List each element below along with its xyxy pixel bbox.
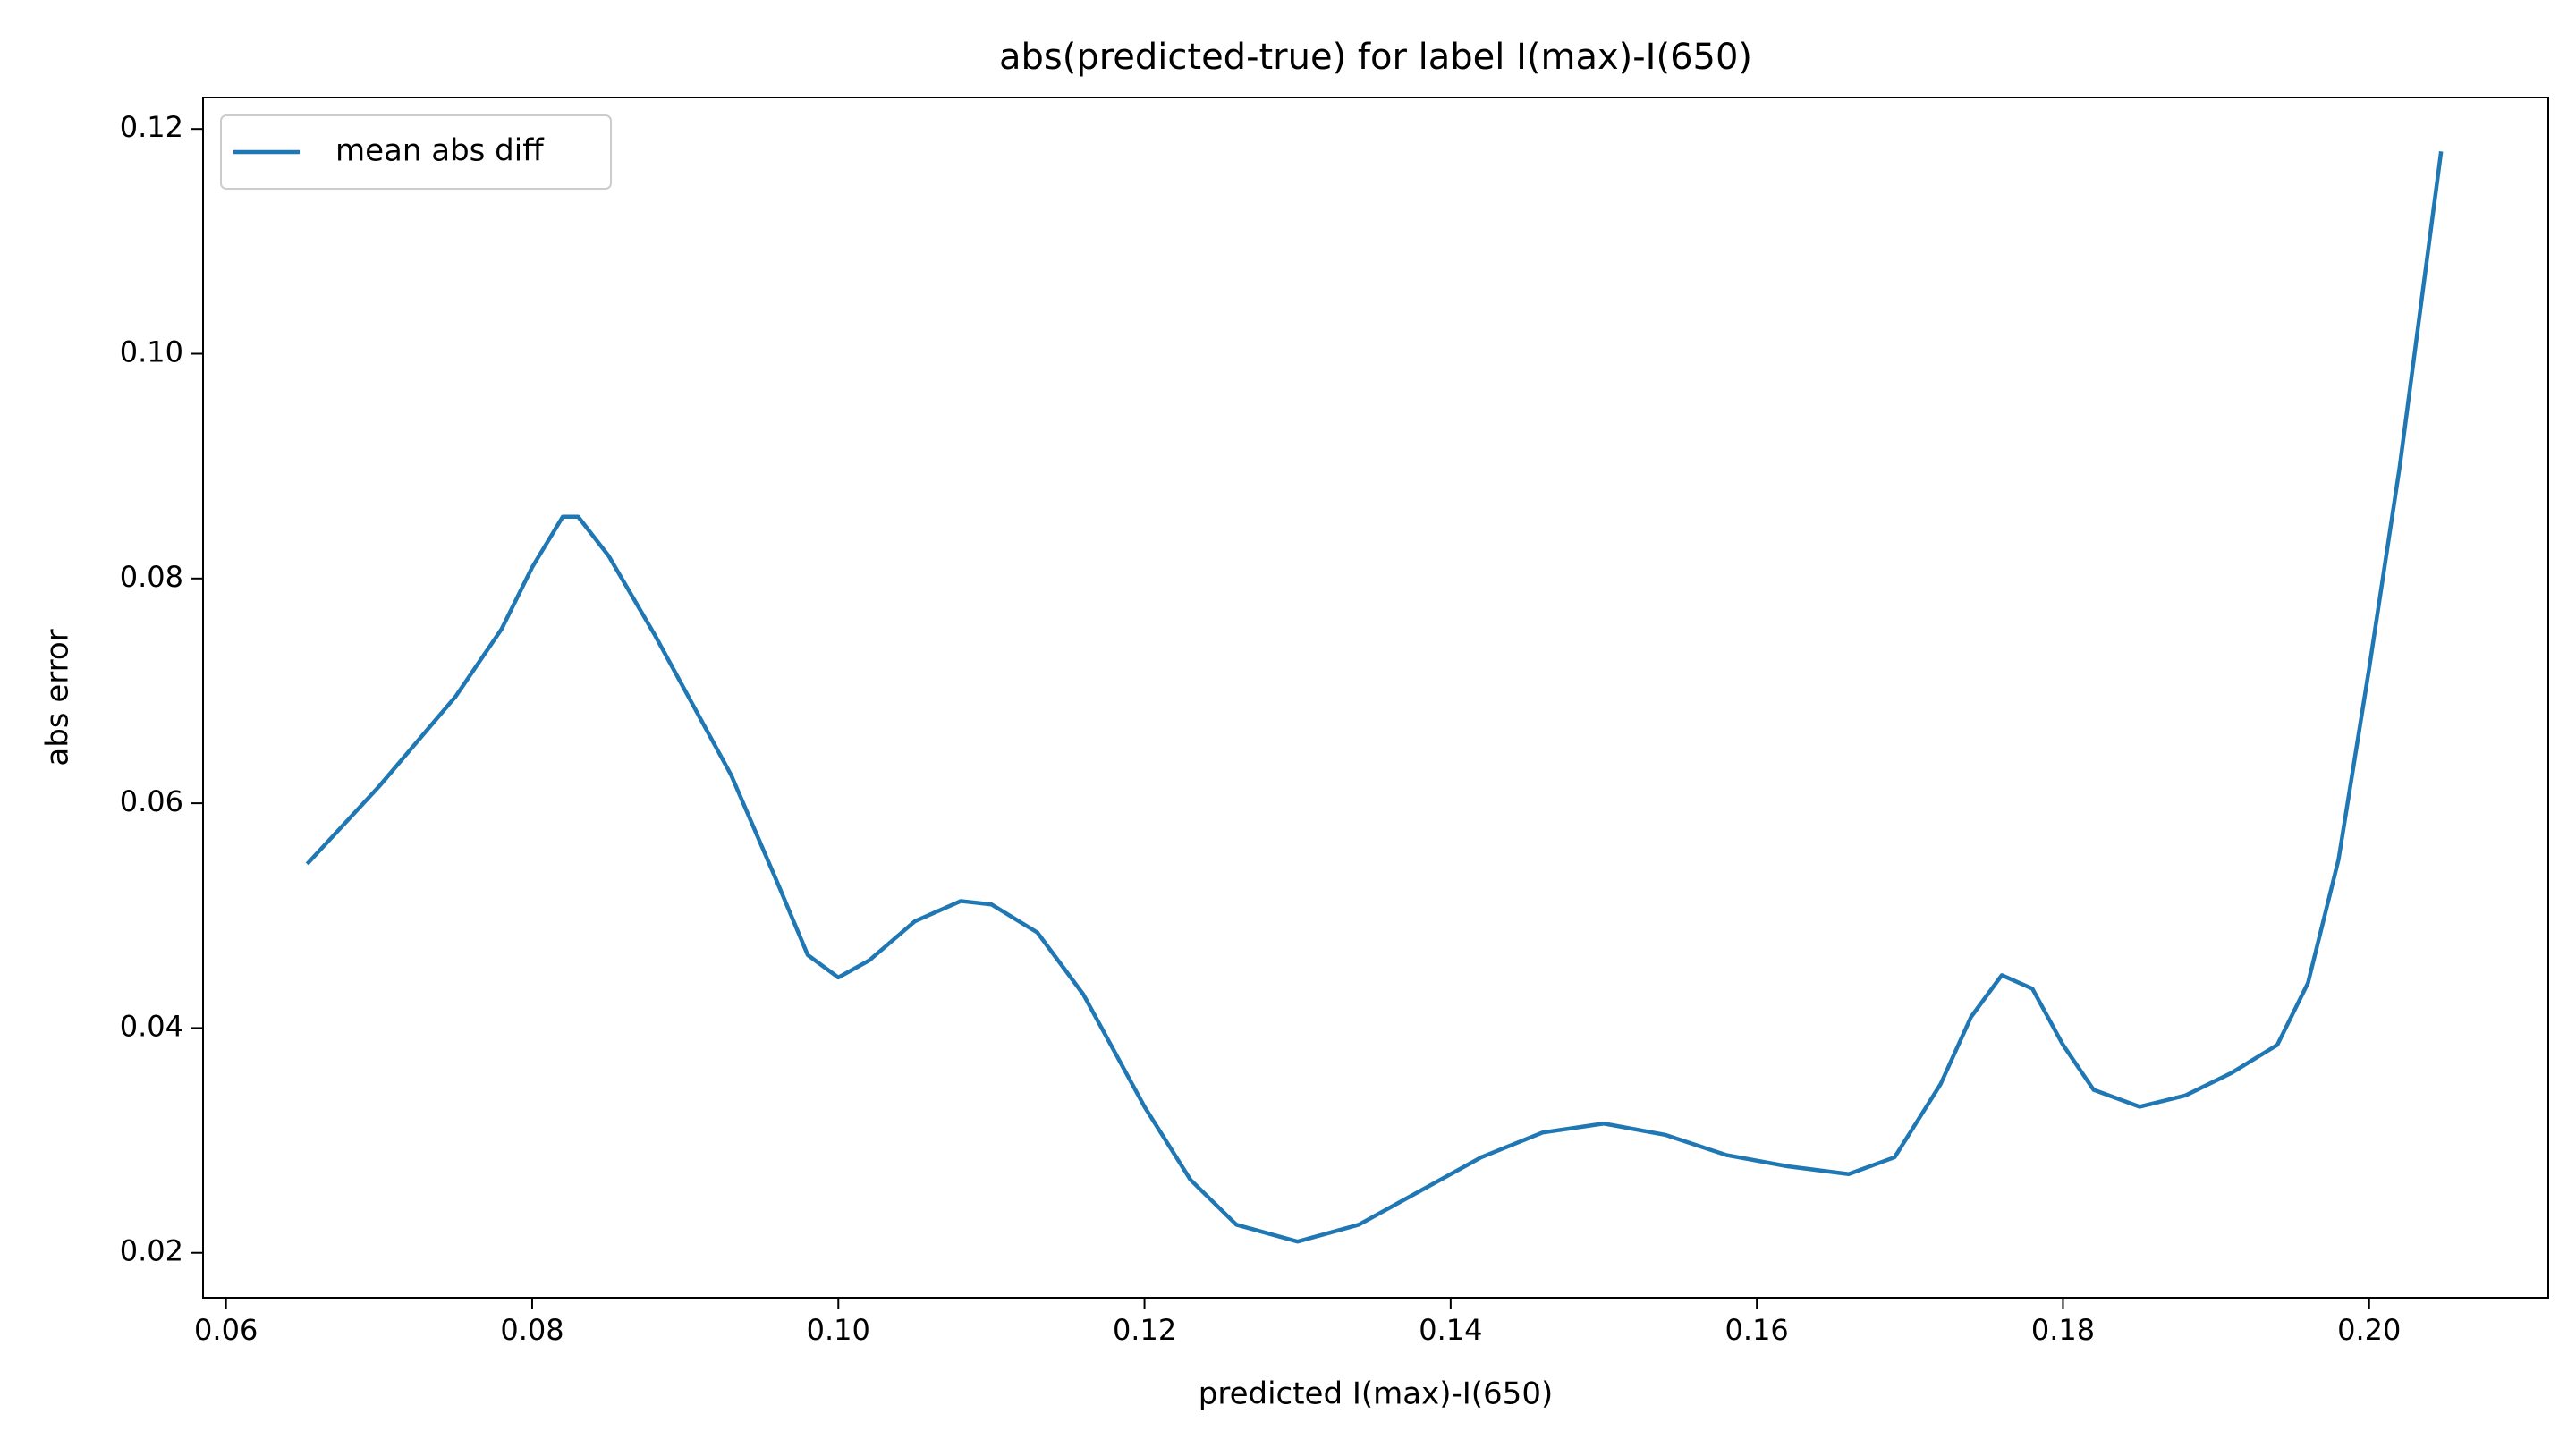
x-tick-label: 0.18 — [2031, 1313, 2095, 1347]
legend-box — [220, 114, 612, 190]
data-line — [305, 151, 2444, 1244]
x-tick-label: 0.16 — [1725, 1313, 1789, 1347]
plot-frame — [202, 97, 2549, 1299]
y-tick-label: 0.06 — [120, 784, 183, 818]
x-axis-label: predicted I(max)-I(650) — [1199, 1376, 1553, 1412]
y-tick-label: 0.02 — [120, 1234, 183, 1268]
x-tick-label: 0.14 — [1419, 1313, 1482, 1347]
x-tick-label: 0.20 — [2337, 1313, 2401, 1347]
x-tick-label: 0.06 — [194, 1313, 258, 1347]
x-tick-label: 0.10 — [807, 1313, 870, 1347]
y-tick-label: 0.12 — [120, 110, 183, 144]
y-axis-label: abs error — [40, 629, 76, 766]
y-tick-label: 0.04 — [120, 1009, 183, 1043]
x-tick-label: 0.08 — [500, 1313, 564, 1347]
y-tick-label: 0.10 — [120, 334, 183, 368]
y-tick-label: 0.08 — [120, 560, 183, 594]
x-tick-label: 0.12 — [1113, 1313, 1176, 1347]
chart-title: abs(predicted-true) for label I(max)-I(6… — [999, 37, 1752, 78]
legend-label: mean abs diff — [335, 133, 545, 169]
